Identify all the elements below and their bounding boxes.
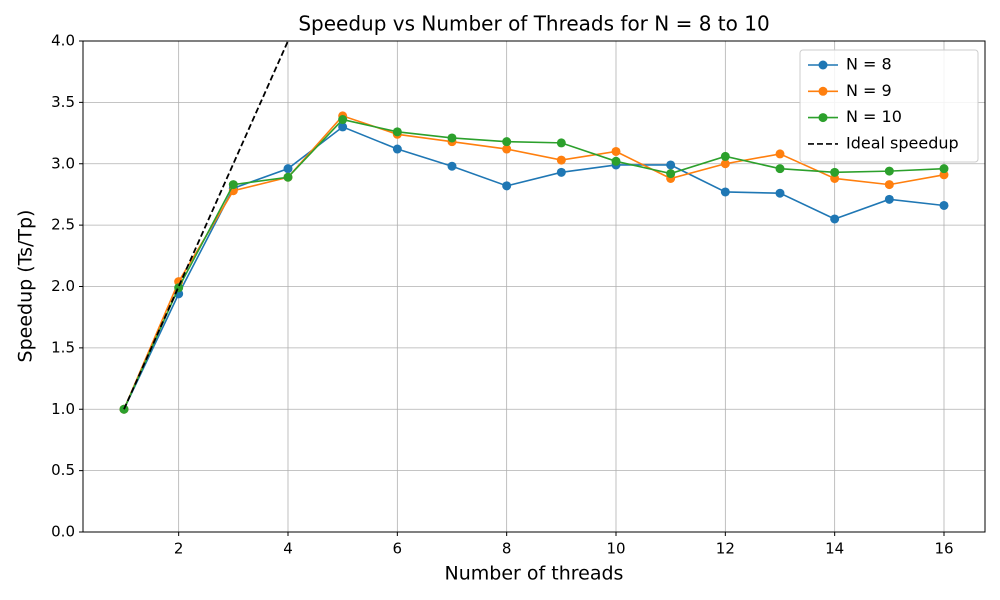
data-point xyxy=(228,180,238,190)
y-tick-label: 1.5 xyxy=(51,338,75,356)
y-tick-label: 0.5 xyxy=(51,461,75,479)
data-point xyxy=(884,194,894,204)
legend-label: Ideal speedup xyxy=(846,133,959,152)
data-point xyxy=(830,214,840,224)
x-tick-label: 2 xyxy=(174,540,184,558)
series-line xyxy=(123,114,945,410)
data-point xyxy=(392,127,402,137)
data-point xyxy=(720,187,730,197)
data-point xyxy=(720,151,730,161)
y-tick-label: 4.0 xyxy=(51,32,75,50)
y-axis-label: Speedup (Ts/Tp) xyxy=(15,210,37,363)
data-point xyxy=(666,160,676,170)
data-point xyxy=(556,155,566,165)
y-tick-label: 3.0 xyxy=(51,154,75,172)
x-axis-label: Number of threads xyxy=(445,563,624,585)
legend-box xyxy=(799,49,979,163)
series-line xyxy=(123,126,945,410)
data-point xyxy=(775,164,785,174)
data-point xyxy=(447,133,457,143)
data-point xyxy=(775,188,785,198)
y-tick-label: 2.0 xyxy=(51,277,75,295)
data-point xyxy=(556,167,566,177)
legend-label: N = 9 xyxy=(846,81,892,100)
data-point xyxy=(502,137,512,147)
y-tick-label: 2.5 xyxy=(51,216,75,234)
data-point xyxy=(939,200,949,210)
data-point xyxy=(939,164,949,174)
data-point xyxy=(502,144,512,154)
data-point xyxy=(884,180,894,190)
data-point xyxy=(556,138,566,148)
series-line xyxy=(123,41,289,410)
legend-label: N = 10 xyxy=(846,107,902,126)
x-tick-label: 8 xyxy=(502,540,512,558)
data-point xyxy=(611,146,621,156)
data-point xyxy=(283,172,293,182)
x-tick-label: 16 xyxy=(934,540,953,558)
data-point xyxy=(666,169,676,179)
x-tick-label: 4 xyxy=(283,540,293,558)
data-point xyxy=(720,159,730,169)
data-point xyxy=(884,166,894,176)
data-point xyxy=(338,122,348,132)
x-tick-label: 14 xyxy=(825,540,844,558)
data-point xyxy=(447,161,457,171)
plot-frame xyxy=(82,40,986,533)
data-point xyxy=(283,164,293,174)
data-point xyxy=(775,149,785,159)
y-tick-label: 3.5 xyxy=(51,93,75,111)
legend-marker xyxy=(818,86,828,96)
plot-area xyxy=(119,41,949,414)
legend-label: N = 8 xyxy=(846,55,892,74)
chart-title: Speedup vs Number of Threads for N = 8 t… xyxy=(298,12,769,36)
data-point xyxy=(338,115,348,125)
x-tick-label: 6 xyxy=(393,540,403,558)
series-line xyxy=(123,118,945,410)
x-tick-label: 10 xyxy=(606,540,625,558)
data-point xyxy=(392,144,402,154)
y-tick-label: 1.0 xyxy=(51,400,75,418)
data-point xyxy=(502,181,512,191)
data-point xyxy=(611,156,621,166)
legend-marker xyxy=(818,60,828,70)
y-tick-label: 0.0 xyxy=(51,523,75,541)
legend-marker xyxy=(818,113,828,123)
x-tick-label: 12 xyxy=(716,540,735,558)
data-point xyxy=(830,167,840,177)
